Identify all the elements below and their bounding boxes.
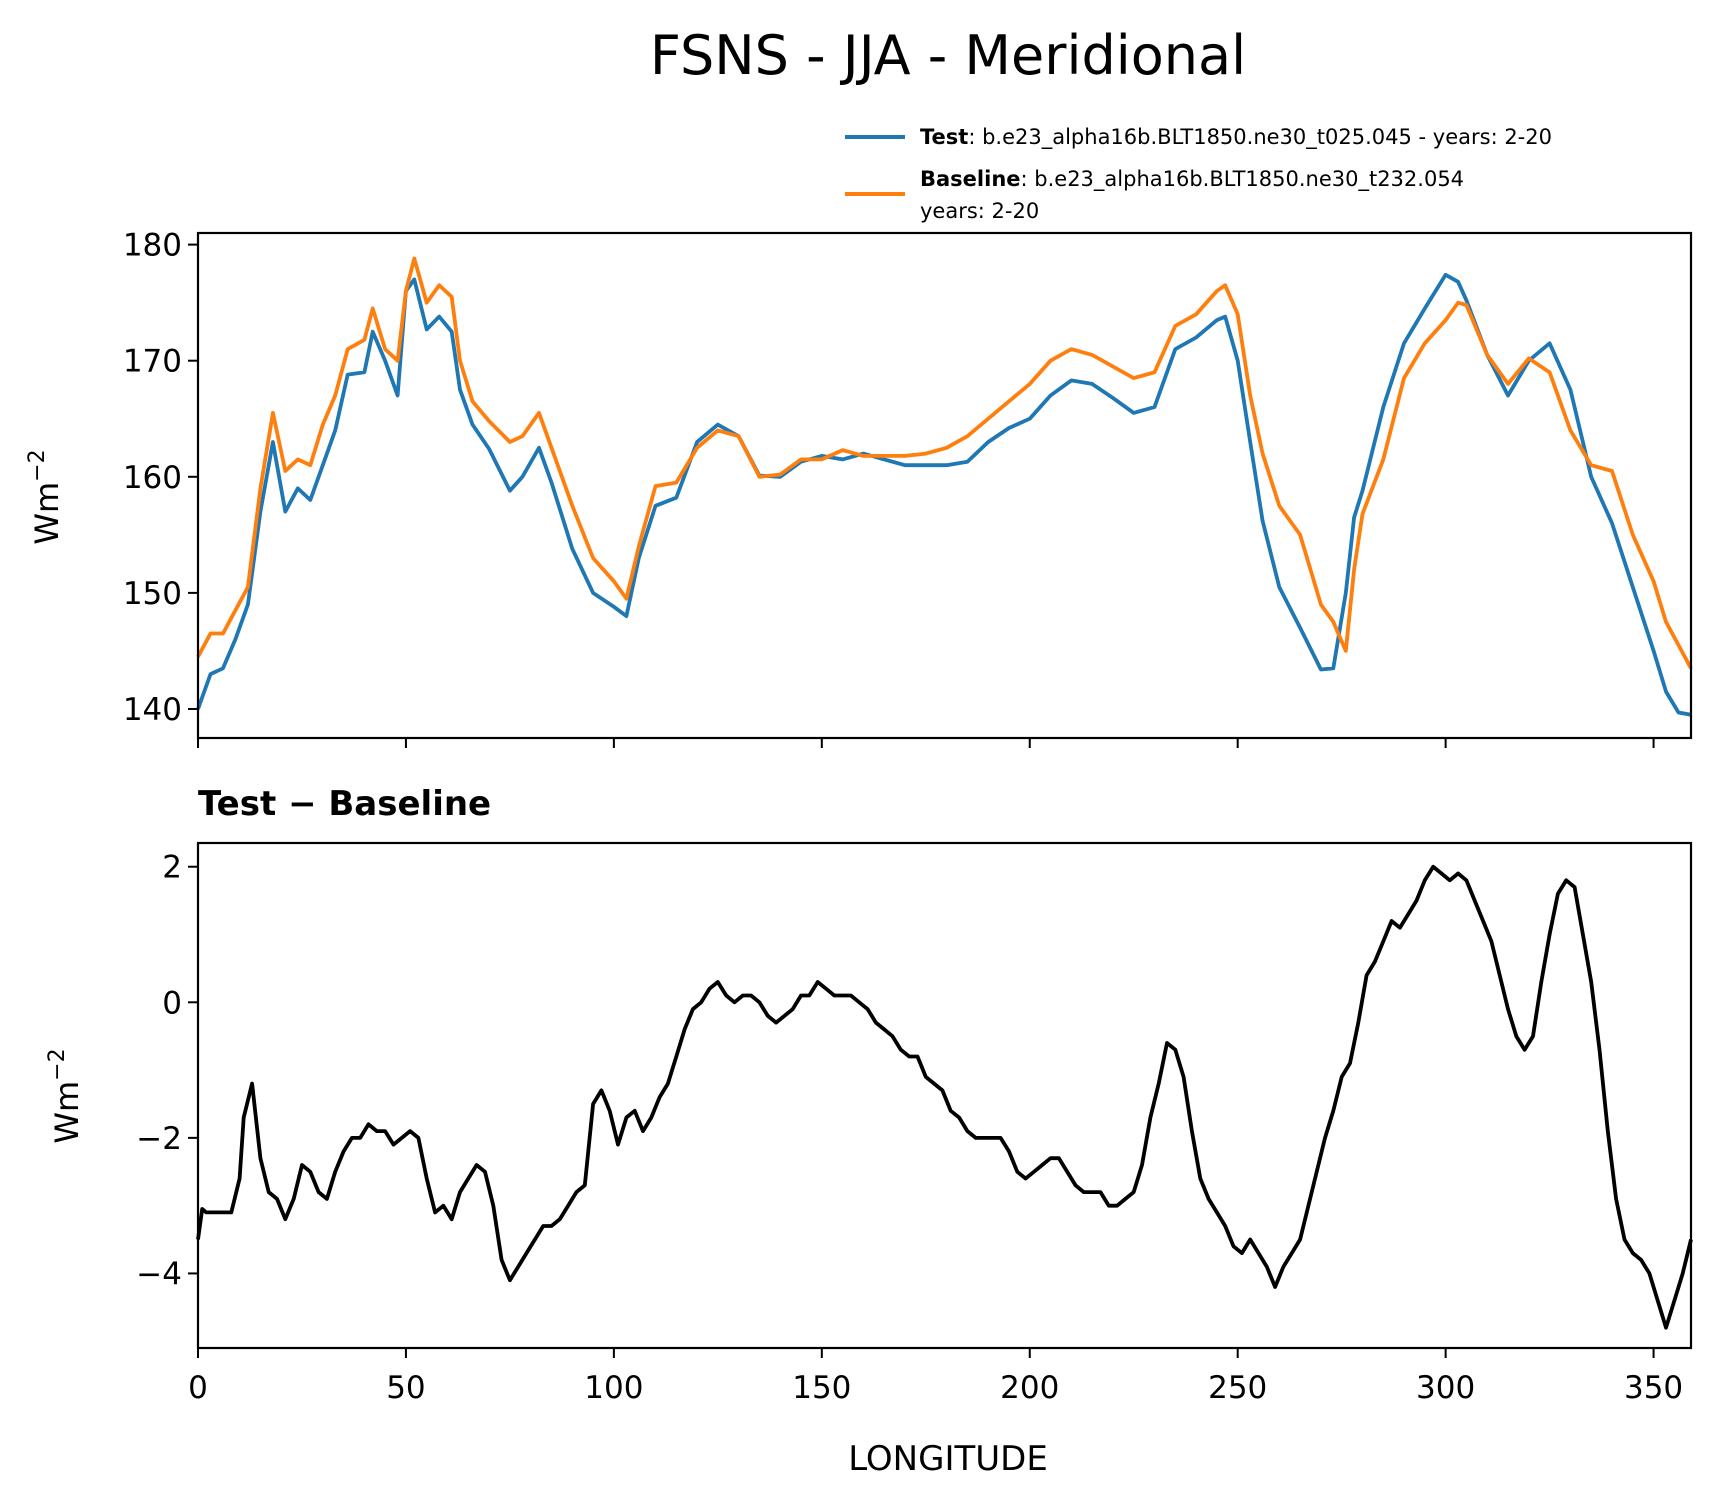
- legend-baseline-years: years: 2-20: [920, 199, 1039, 223]
- top-ytick-label: 150: [123, 576, 182, 612]
- bottom-xtick-label: 150: [792, 1370, 851, 1406]
- bottom-lines: [196, 864, 1693, 1330]
- figure-title: FSNS - JJA - Meridional: [650, 24, 1246, 87]
- bottom-xtick-label: 0: [188, 1370, 208, 1406]
- top-series-line-test: [196, 272, 1692, 717]
- top-ytick-label: 180: [123, 228, 182, 264]
- top-panel-ylabel: Wm−2: [25, 449, 66, 544]
- top-yticks: 140 150 160 170 180: [123, 228, 198, 728]
- bottom-xticks: 0 50 100 150 200 250 300 350: [188, 1348, 1683, 1406]
- legend-baseline-label: Baseline: [920, 167, 1021, 191]
- bottom-panel-ylabel: Wm−2: [45, 1048, 86, 1143]
- bottom-panel-title: Test − Baseline: [198, 784, 491, 824]
- top-ytick-label: 170: [123, 344, 182, 380]
- top-panel: Wm−2 140 150 160 170 180: [25, 228, 1693, 748]
- bottom-xtick-label: 250: [1208, 1370, 1267, 1406]
- bottom-ytick-label: −4: [136, 1256, 182, 1292]
- legend-baseline-desc: : b.e23_alpha16b.BLT1850.ne30_t232.054: [1021, 167, 1465, 192]
- bottom-xtick-label: 200: [1000, 1370, 1059, 1406]
- bottom-xtick-label: 350: [1624, 1370, 1683, 1406]
- top-xticks: [197, 738, 1655, 748]
- legend-baseline-text: Baseline: b.e23_alpha16b.BLT1850.ne30_t2…: [920, 167, 1464, 192]
- legend-test-text: Test: b.e23_alpha16b.BLT1850.ne30_t025.0…: [920, 125, 1552, 150]
- bottom-xtick-label: 100: [584, 1370, 643, 1406]
- bottom-xtick-label: 300: [1416, 1370, 1475, 1406]
- legend: Test: b.e23_alpha16b.BLT1850.ne30_t025.0…: [845, 125, 1552, 223]
- top-ylabel-sup: −2: [25, 449, 50, 481]
- top-series-line-baseline: [196, 256, 1693, 670]
- bottom-panel-xlabel: LONGITUDE: [848, 1439, 1048, 1479]
- bottom-ytick-label: 0: [162, 985, 182, 1021]
- top-ytick-label: 140: [123, 692, 182, 728]
- bottom-yticks: −4 −2 0 2: [136, 850, 198, 1292]
- top-ylabel-base: Wm: [28, 482, 66, 545]
- bottom-panel: Test − Baseline Wm−2 −4−202 0 50 100 150 200…: [45, 784, 1693, 1479]
- bottom-plot-frame: [196, 841, 1693, 1350]
- top-lines: [196, 256, 1693, 717]
- bottom-ylabel-base: Wm: [48, 1081, 86, 1144]
- bottom-xtick-label: 50: [386, 1370, 425, 1406]
- top-plot-frame: [196, 231, 1693, 740]
- bottom-series-line-test-baseline: [196, 864, 1693, 1330]
- legend-test-label: Test: [920, 125, 968, 149]
- bottom-ytick-label: 2: [162, 850, 182, 886]
- bottom-ylabel-sup: −2: [45, 1048, 70, 1080]
- legend-test-desc: : b.e23_alpha16b.BLT1850.ne30_t025.045 -…: [968, 125, 1552, 150]
- bottom-ytick-label: −2: [136, 1121, 182, 1157]
- top-ytick-label: 160: [123, 460, 182, 496]
